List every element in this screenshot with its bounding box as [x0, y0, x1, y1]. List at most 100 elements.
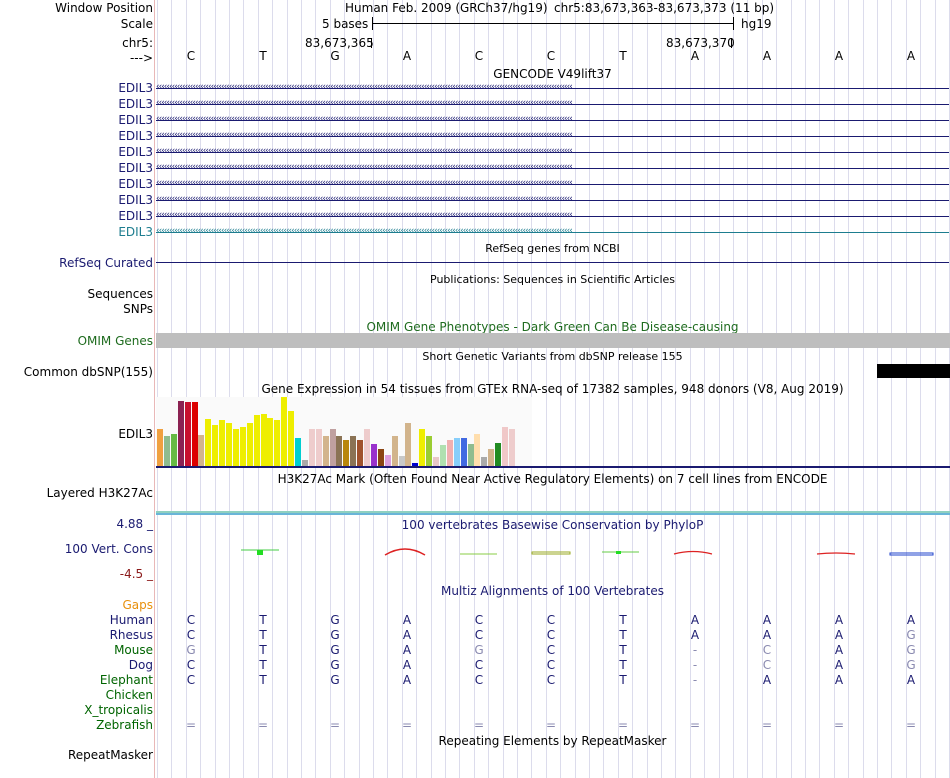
gtex-tissue-bar[interactable] [288, 411, 295, 466]
gtex-tissue-bar[interactable] [295, 438, 301, 466]
multiz-species-label[interactable]: Elephant [99, 673, 153, 687]
position-readout[interactable]: chr5:83,673,363-83,673,373 (11 bp) [554, 1, 775, 15]
gtex-tissue-bar[interactable] [191, 402, 198, 466]
omim-gene-bar[interactable] [156, 333, 950, 348]
gencode-transcript-label[interactable]: EDIL3 [118, 161, 153, 175]
h3k27ac-track-title[interactable]: H3K27Ac Mark (Often Found Near Active Re… [277, 472, 828, 486]
gtex-tissue-bar[interactable] [343, 440, 350, 466]
multiz-gaps-label[interactable]: Gaps [122, 598, 153, 612]
refseq-gene[interactable] [156, 262, 949, 263]
multiz-species-label[interactable]: X_tropicalis [84, 703, 153, 717]
gtex-tissue-bar[interactable] [364, 429, 370, 466]
gtex-tissue-bar[interactable] [508, 429, 515, 466]
gtex-tissue-bar[interactable] [391, 436, 398, 466]
gtex-tissue-bar[interactable] [357, 440, 364, 466]
gtex-tissue-bar[interactable] [246, 423, 253, 466]
gtex-tissue-bar[interactable] [412, 463, 419, 466]
gencode-transcript-line[interactable] [156, 104, 949, 105]
gtex-label[interactable]: EDIL3 [118, 427, 153, 441]
gencode-track-title[interactable]: GENCODE V49lift37 [493, 67, 612, 81]
gencode-transcript-label[interactable]: EDIL3 [118, 145, 153, 159]
gtex-tissue-bar[interactable] [239, 427, 246, 466]
gtex-tissue-bar[interactable] [198, 435, 205, 466]
gtex-tissue-bar[interactable] [253, 415, 260, 466]
gtex-tissue-bar[interactable] [336, 436, 343, 466]
gtex-track-title[interactable]: Gene Expression in 54 tissues from GTEx … [261, 382, 844, 396]
gtex-tissue-bar[interactable] [502, 427, 508, 466]
gtex-tissue-bar[interactable] [398, 456, 405, 466]
gtex-tissue-bar[interactable] [308, 429, 315, 466]
gtex-tissue-bar[interactable] [322, 436, 329, 466]
refseq-label[interactable]: RefSeq Curated [59, 256, 153, 270]
gtex-tissue-bar[interactable] [205, 419, 212, 466]
gencode-transcript-label[interactable]: EDIL3 [118, 97, 153, 111]
gencode-transcript-line[interactable] [156, 120, 949, 121]
gtex-tissue-bar[interactable] [274, 420, 281, 466]
gtex-tissue-bar[interactable] [474, 434, 481, 466]
gencode-transcript-line[interactable] [156, 232, 949, 233]
gencode-transcript-label[interactable]: EDIL3 [118, 177, 153, 191]
repeatmasker-track-title[interactable]: Repeating Elements by RepeatMasker [438, 734, 667, 748]
multiz-species-label[interactable]: Chicken [105, 688, 153, 702]
gencode-transcript-line[interactable] [156, 152, 949, 153]
gtex-tissue-bar[interactable] [488, 449, 495, 466]
gtex-tissue-bar[interactable] [384, 455, 391, 466]
repeatmasker-label[interactable]: RepeatMasker [67, 748, 153, 762]
multiz-species-label[interactable]: Mouse [114, 643, 153, 657]
gtex-tissue-bar[interactable] [184, 402, 191, 466]
gtex-tissue-bar[interactable] [267, 418, 274, 466]
gtex-tissue-bar[interactable] [163, 436, 170, 466]
gtex-tissue-bar[interactable] [495, 443, 502, 466]
gtex-tissue-bar[interactable] [446, 440, 453, 466]
pubs-track-title[interactable]: Publications: Sequences in Scientific Ar… [430, 273, 675, 286]
gtex-tissue-bar[interactable] [467, 444, 474, 466]
gencode-transcript-label[interactable]: EDIL3 [118, 81, 153, 95]
omim-label[interactable]: OMIM Genes [77, 334, 153, 348]
gencode-transcript-line[interactable] [156, 184, 949, 185]
gencode-transcript-label[interactable]: EDIL3 [118, 129, 153, 143]
gtex-tissue-bar[interactable] [170, 434, 177, 466]
gencode-transcript-line[interactable] [156, 136, 949, 137]
multiz-track-title[interactable]: Multiz Alignments of 100 Vertebrates [440, 584, 665, 598]
multiz-species-label[interactable]: Human [109, 613, 153, 627]
gtex-tissue-bar[interactable] [433, 457, 439, 466]
gtex-tissue-bar[interactable] [301, 460, 308, 466]
phylop-track-title[interactable]: 100 vertebrates Basewise Conservation by… [401, 518, 704, 532]
h3k27ac-label[interactable]: Layered H3K27Ac [46, 486, 153, 500]
gencode-transcript-line[interactable] [156, 88, 949, 89]
gencode-transcript-label[interactable]: EDIL3 [118, 209, 153, 223]
gtex-tissue-bar[interactable] [219, 420, 226, 466]
gtex-tissue-bar[interactable] [481, 457, 488, 466]
gtex-bars[interactable] [156, 397, 532, 466]
gencode-transcript-label[interactable]: EDIL3 [118, 193, 153, 207]
refseq-track-title[interactable]: RefSeq genes from NCBI [485, 242, 620, 255]
gtex-tissue-bar[interactable] [281, 397, 288, 466]
gtex-tissue-bar[interactable] [232, 429, 239, 466]
gtex-tissue-bar[interactable] [370, 444, 377, 466]
gtex-tissue-bar[interactable] [460, 438, 467, 466]
gtex-tissue-bar[interactable] [157, 429, 163, 466]
phylop-label[interactable]: 100 Vert. Cons [64, 542, 153, 556]
omim-track-title[interactable]: OMIM Gene Phenotypes - Dark Green Can Be… [366, 320, 739, 334]
gencode-transcript-line[interactable] [156, 216, 949, 217]
gencode-transcript-label[interactable]: EDIL3 [118, 225, 153, 239]
gencode-transcript-line[interactable] [156, 168, 949, 169]
dbsnp-variant[interactable] [877, 364, 950, 378]
gtex-tissue-bar[interactable] [350, 436, 357, 466]
gtex-tissue-bar[interactable] [426, 436, 433, 466]
gencode-transcript-label[interactable]: EDIL3 [118, 113, 153, 127]
gtex-tissue-bar[interactable] [260, 414, 267, 466]
gtex-tissue-bar[interactable] [377, 449, 384, 466]
gtex-tissue-bar[interactable] [226, 423, 232, 466]
gtex-tissue-bar[interactable] [177, 401, 184, 466]
gtex-tissue-bar[interactable] [453, 438, 460, 466]
gencode-transcript-line[interactable] [156, 200, 949, 201]
multiz-species-label[interactable]: Zebrafish [96, 718, 153, 732]
pubs-label-sequences[interactable]: Sequences [87, 287, 153, 301]
gtex-tissue-bar[interactable] [315, 429, 322, 466]
gtex-tissue-bar[interactable] [405, 423, 412, 466]
gtex-tissue-bar[interactable] [212, 425, 219, 466]
gtex-tissue-bar[interactable] [419, 429, 426, 466]
gtex-tissue-bar[interactable] [439, 445, 446, 466]
dbsnp-track-title[interactable]: Short Genetic Variants from dbSNP releas… [422, 350, 683, 363]
